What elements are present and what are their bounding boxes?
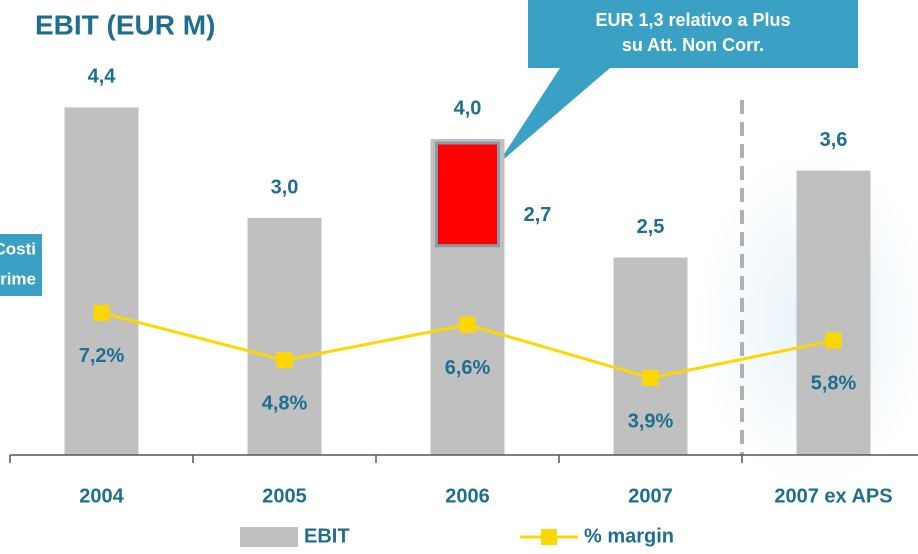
bar xyxy=(64,107,139,456)
callout-text: su Att. Non Corr. xyxy=(622,35,764,55)
legend-label: % margin xyxy=(584,525,674,547)
callout-text: EUR 1,3 relativo a Plus xyxy=(595,10,790,30)
line-value-label: 5,8% xyxy=(811,373,857,395)
callout-pointer xyxy=(497,68,610,165)
legend-swatch xyxy=(240,527,298,547)
line-value-label: 7,2% xyxy=(79,345,125,367)
legend-swatch xyxy=(541,529,557,545)
x-tick-label: 2007 ex APS xyxy=(774,485,892,507)
x-tick-label: 2004 xyxy=(79,485,124,507)
line-marker xyxy=(642,369,659,386)
bar-value-label: 2,5 xyxy=(637,216,665,238)
bar xyxy=(613,257,688,455)
callout-box xyxy=(528,0,858,68)
bar-value-label: 4,4 xyxy=(88,66,117,88)
line-marker xyxy=(825,332,842,349)
bar-value-label: 3,6 xyxy=(820,129,848,151)
side-note: Costi xyxy=(0,239,36,258)
side-note-box xyxy=(0,234,42,296)
x-tick-label: 2005 xyxy=(262,485,307,507)
bar xyxy=(247,218,322,455)
bar xyxy=(796,170,871,455)
bar-value-label: 4,0 xyxy=(454,97,482,119)
line-marker xyxy=(459,316,476,333)
line-marker xyxy=(93,304,110,321)
highlight-label: 2,7 xyxy=(524,204,552,226)
line-value-label: 4,8% xyxy=(262,392,308,414)
bar-value-label: 3,0 xyxy=(271,176,299,198)
x-tick-label: 2007 xyxy=(628,485,673,507)
line-value-label: 3,9% xyxy=(628,410,674,432)
chart-title: EBIT (EUR M) xyxy=(35,9,215,40)
highlight-segment xyxy=(435,141,500,248)
line-value-label: 6,6% xyxy=(445,357,491,379)
side-note: rime xyxy=(0,269,36,288)
x-tick-label: 2006 xyxy=(445,485,490,507)
legend-label: EBIT xyxy=(304,525,350,547)
line-marker xyxy=(276,352,293,369)
